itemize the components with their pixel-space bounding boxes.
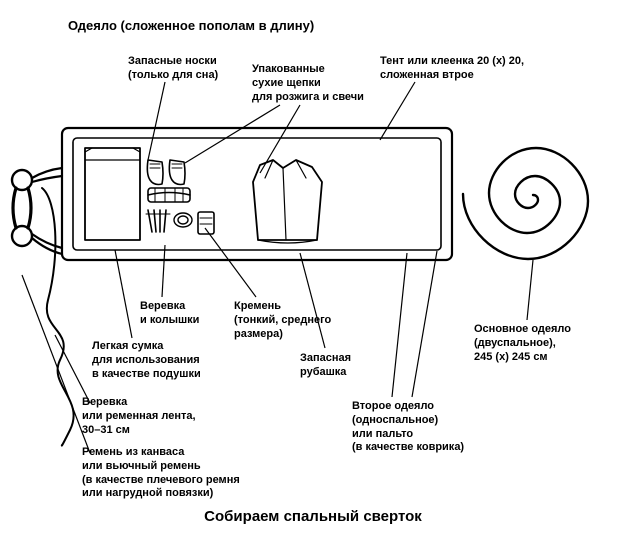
rope-coil-shape	[174, 213, 192, 227]
chip-bundle-shape	[148, 188, 190, 202]
pegs-shape	[146, 210, 170, 232]
sock1-shape	[147, 160, 163, 185]
diagram-svg	[0, 0, 626, 535]
sock2-shape	[169, 160, 185, 185]
bag-shape	[85, 148, 140, 240]
spiral-blanket	[463, 148, 588, 259]
bag-flap	[85, 148, 140, 160]
flint-shape	[198, 212, 214, 234]
shirt-shape	[253, 160, 322, 243]
hanging-cord	[42, 188, 74, 446]
